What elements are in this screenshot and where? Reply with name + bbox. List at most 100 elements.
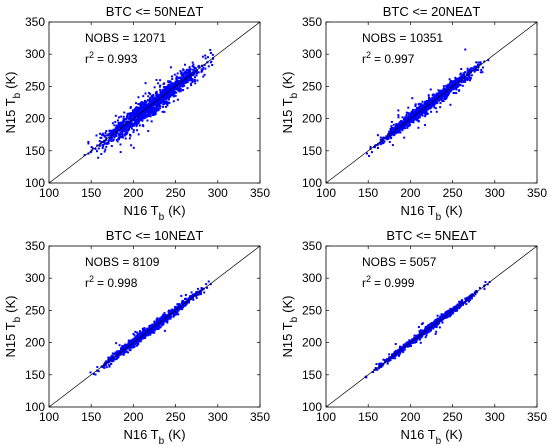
data-point xyxy=(163,96,166,99)
data-point xyxy=(417,109,420,112)
y-tick-label: 200 xyxy=(302,336,322,350)
data-point xyxy=(466,77,469,80)
data-point xyxy=(424,101,427,104)
data-point xyxy=(153,97,156,100)
data-point xyxy=(146,119,149,122)
data-point xyxy=(148,324,151,327)
data-point xyxy=(190,84,193,87)
data-point xyxy=(412,120,415,123)
data-point xyxy=(122,353,125,356)
data-point xyxy=(209,283,212,286)
data-point xyxy=(158,107,161,110)
data-point xyxy=(203,73,206,76)
data-point xyxy=(133,334,136,337)
panel-top-right: 100 150 200 250 300 350100150200250300350BTC … xyxy=(280,4,547,223)
data-point xyxy=(138,334,141,337)
data-point xyxy=(168,101,171,104)
data-point xyxy=(204,57,207,60)
data-point xyxy=(378,362,381,365)
data-point xyxy=(421,333,424,336)
data-point xyxy=(150,99,153,102)
x-axis-label-unit: (K) xyxy=(168,203,185,218)
data-point xyxy=(379,136,382,139)
data-point xyxy=(380,366,383,368)
data-point xyxy=(426,112,429,115)
panel-bottom-right: 100 150 200 250 300 350100150200250300350BTC … xyxy=(280,228,547,446)
data-point xyxy=(465,297,468,300)
r-squared-symbol: r xyxy=(362,52,366,66)
data-point xyxy=(146,334,149,337)
data-point xyxy=(145,332,148,335)
data-point xyxy=(420,336,423,339)
data-point xyxy=(459,73,462,76)
data-point xyxy=(137,103,140,106)
data-point xyxy=(399,352,402,355)
y-tick-label: 150 xyxy=(25,144,45,158)
data-point xyxy=(103,362,106,365)
data-point xyxy=(113,124,116,127)
data-point xyxy=(442,85,445,88)
data-point xyxy=(401,129,404,132)
data-point xyxy=(478,286,481,289)
data-point xyxy=(174,90,177,93)
data-point xyxy=(149,93,152,96)
data-point xyxy=(186,71,189,74)
data-point xyxy=(144,99,147,102)
data-point xyxy=(447,315,450,318)
data-point xyxy=(186,298,189,301)
data-point xyxy=(382,362,385,365)
data-point xyxy=(139,337,142,340)
data-point xyxy=(428,97,431,100)
data-point xyxy=(411,97,414,100)
data-point xyxy=(376,368,379,371)
data-point xyxy=(408,341,411,344)
data-point xyxy=(153,107,156,110)
data-point xyxy=(108,365,111,368)
data-point xyxy=(477,61,480,64)
data-point xyxy=(461,303,464,306)
data-point xyxy=(438,93,441,96)
data-point xyxy=(160,90,163,93)
data-point xyxy=(116,352,119,355)
data-point xyxy=(209,48,212,51)
data-point xyxy=(142,116,145,119)
data-point xyxy=(160,323,163,326)
data-point xyxy=(115,358,118,361)
data-point xyxy=(379,141,382,144)
data-point xyxy=(425,111,428,114)
data-point xyxy=(429,323,432,326)
y-axis-label: N15 Tb(K) xyxy=(3,295,23,357)
data-point xyxy=(114,351,117,354)
data-point xyxy=(166,97,169,100)
data-point xyxy=(191,78,194,81)
data-point xyxy=(136,129,139,132)
panel-top-left: 100 150 200 250 300 350100150200250300350BTC … xyxy=(3,4,270,223)
data-point xyxy=(177,313,180,316)
x-tick-label: 100 xyxy=(316,410,336,424)
data-point xyxy=(432,327,435,330)
r-squared-annotation: r2 = 0.999 xyxy=(362,274,415,290)
data-point xyxy=(174,81,177,84)
data-point xyxy=(388,134,391,137)
data-point xyxy=(465,303,468,306)
data-point xyxy=(416,108,419,111)
data-point xyxy=(133,339,136,342)
data-point xyxy=(161,90,164,93)
data-point xyxy=(424,326,427,329)
data-point xyxy=(459,72,462,75)
data-point xyxy=(116,127,119,130)
data-point xyxy=(170,311,173,314)
data-point xyxy=(377,146,379,149)
data-point xyxy=(460,74,463,77)
data-point xyxy=(159,88,162,91)
data-point xyxy=(211,63,214,66)
data-point xyxy=(421,114,424,117)
data-point xyxy=(132,129,135,132)
r-squared-symbol: r xyxy=(85,276,89,290)
data-point xyxy=(151,329,154,332)
data-point xyxy=(114,114,117,117)
data-point xyxy=(426,325,429,328)
data-point xyxy=(170,94,173,97)
data-point xyxy=(436,318,439,321)
data-point xyxy=(420,106,423,109)
